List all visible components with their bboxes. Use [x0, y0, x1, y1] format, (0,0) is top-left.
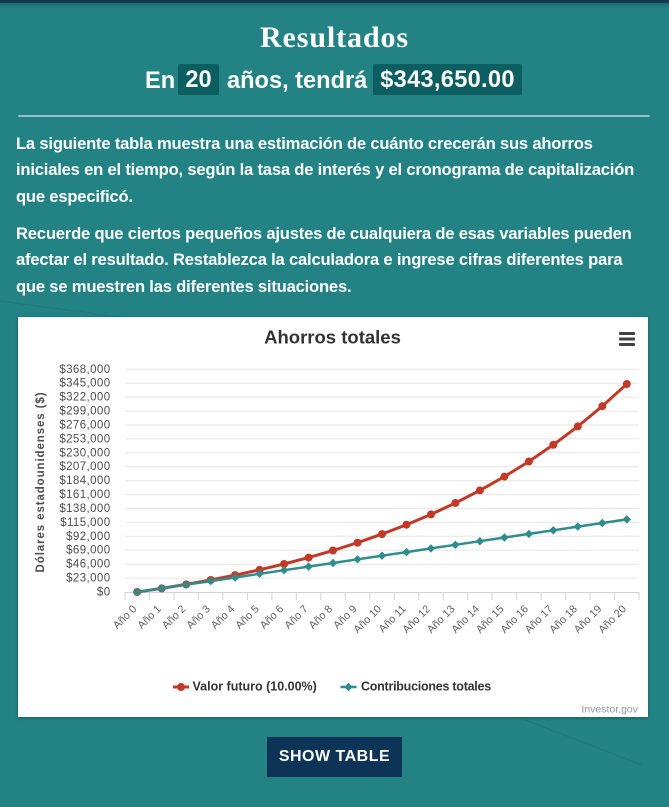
svg-text:Año 2: Año 2: [160, 603, 188, 631]
svg-text:Valor futuro (10.00%): Valor futuro (10.00%): [193, 680, 317, 694]
svg-text:$230,000: $230,000: [59, 447, 110, 459]
svg-text:Año 0: Año 0: [111, 603, 139, 631]
svg-text:Año 3: Año 3: [184, 603, 212, 631]
svg-text:$138,000: $138,000: [59, 503, 110, 515]
svg-text:$69,000: $69,000: [66, 545, 110, 557]
svg-text:Año 5: Año 5: [233, 603, 261, 631]
svg-text:Contribuciones totales: Contribuciones totales: [361, 680, 491, 694]
svg-text:Año 4: Año 4: [209, 603, 237, 631]
svg-text:Ahorros totales: Ahorros totales: [264, 327, 401, 348]
svg-text:$92,000: $92,000: [66, 531, 110, 543]
svg-text:$207,000: $207,000: [59, 461, 110, 473]
svg-text:$23,000: $23,000: [66, 573, 110, 585]
svg-text:$184,000: $184,000: [59, 475, 110, 487]
svg-text:Año 6: Año 6: [258, 603, 286, 631]
svg-text:Año 1: Año 1: [135, 603, 163, 631]
svg-text:$253,000: $253,000: [59, 433, 110, 445]
svg-text:Año 8: Año 8: [307, 603, 335, 631]
svg-text:$345,000: $345,000: [59, 378, 110, 390]
svg-text:$368,000: $368,000: [59, 364, 110, 376]
svg-text:Año 10: Año 10: [351, 603, 384, 636]
svg-text:$161,000: $161,000: [59, 489, 110, 501]
svg-text:$46,000: $46,000: [66, 559, 110, 571]
svg-text:$299,000: $299,000: [59, 406, 110, 418]
svg-text:$322,000: $322,000: [59, 392, 110, 404]
svg-text:$115,000: $115,000: [60, 517, 110, 529]
svg-text:Dólares estadounidenses ($): Dólares estadounidenses ($): [35, 392, 47, 573]
svg-text:Investor.gov: Investor.gov: [581, 704, 638, 716]
svg-text:Año 20: Año 20: [596, 603, 629, 636]
svg-text:$0: $0: [97, 587, 111, 599]
svg-text:$276,000: $276,000: [59, 420, 110, 432]
svg-text:Año 7: Año 7: [282, 603, 310, 631]
